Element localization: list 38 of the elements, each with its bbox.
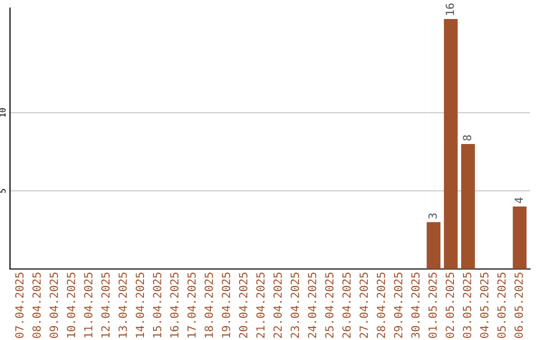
data-label: 3 bbox=[428, 213, 437, 219]
x-tick-label: 06.05.2025 bbox=[514, 272, 523, 338]
x-tick-label: 22.04.2025 bbox=[273, 272, 282, 338]
x-tick-label: 26.04.2025 bbox=[342, 272, 351, 338]
bar bbox=[512, 206, 527, 269]
x-tick-label: 09.04.2025 bbox=[50, 272, 58, 338]
x-tick-label: 01.05.2025 bbox=[428, 272, 437, 338]
x-tick-label: 25.04.2025 bbox=[325, 272, 334, 338]
bar bbox=[461, 144, 475, 269]
bar bbox=[426, 222, 440, 269]
x-tick-label: 04.05.2025 bbox=[480, 272, 488, 338]
x-tick-label: 08.04.2025 bbox=[32, 272, 41, 338]
x-tick-label: 17.04.2025 bbox=[187, 272, 196, 338]
x-tick-label: 07.04.2025 bbox=[15, 272, 24, 338]
x-tick-label: 28.04.2025 bbox=[376, 272, 386, 338]
x-tick-label: 29.04.2025 bbox=[394, 272, 402, 338]
data-label: 4 bbox=[514, 198, 523, 204]
x-tick-label: 11.04.2025 bbox=[84, 272, 92, 338]
x-tick-label: 14.04.2025 bbox=[136, 272, 144, 338]
x-tick-label: 02.05.2025 bbox=[446, 272, 454, 338]
data-label: 16 bbox=[446, 4, 454, 15]
x-tick-label: 27.04.2025 bbox=[360, 272, 368, 338]
x-tick-label: 30.04.2025 bbox=[411, 272, 420, 338]
x-tick-label: 18.04.2025 bbox=[204, 272, 213, 338]
x-tick-label: 12.04.2025 bbox=[101, 272, 110, 338]
bar bbox=[444, 18, 458, 269]
x-tick-label: 05.05.2025 bbox=[497, 272, 506, 338]
x-tick-label: 15.04.2025 bbox=[152, 272, 162, 338]
x-tick-label: 23.04.2025 bbox=[290, 272, 300, 338]
x-tick-label: 24.04.2025 bbox=[308, 272, 316, 338]
x-tick-label: 13.04.2025 bbox=[118, 272, 127, 338]
x-tick-label: 03.05.2025 bbox=[462, 272, 472, 338]
x-tick-label: 20.04.2025 bbox=[239, 272, 248, 338]
x-tick-label: 16.04.2025 bbox=[170, 272, 179, 338]
x-tick-label: 10.04.2025 bbox=[66, 272, 76, 338]
data-label: 8 bbox=[462, 135, 472, 140]
x-tick-label: 21.04.2025 bbox=[256, 272, 265, 338]
x-tick-label: 19.04.2025 bbox=[222, 272, 230, 338]
